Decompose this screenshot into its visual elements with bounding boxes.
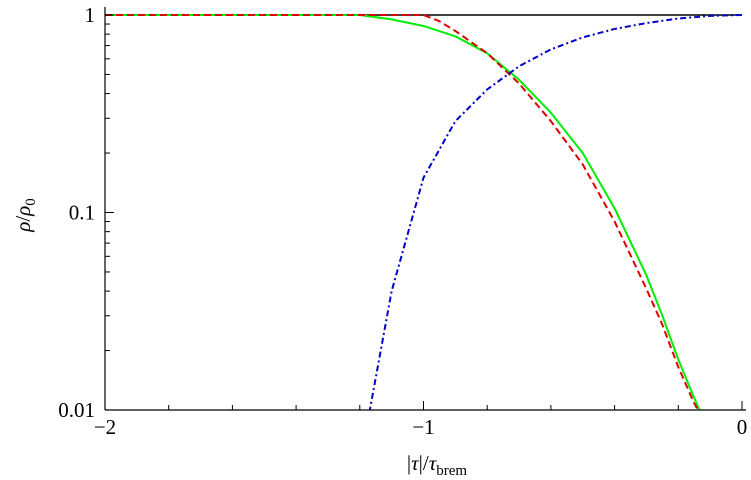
series-line-4 xyxy=(368,14,742,410)
x-axis-label-main2: τ xyxy=(429,451,438,475)
x-tick-label: −1 xyxy=(412,415,434,439)
x-axis-label-sub: brem xyxy=(436,463,467,479)
x-axis-label-mid: |/ xyxy=(419,451,429,475)
x-tick-label: −2 xyxy=(94,415,116,439)
axes xyxy=(104,7,746,411)
y-axis-label-mid: / xyxy=(11,216,35,222)
y-axis-label-sub: 0 xyxy=(23,198,39,206)
plot-lines xyxy=(105,14,742,410)
y-axis-label: ρ/ρ0 xyxy=(11,198,39,233)
x-axis-label: |τ|/τbrem xyxy=(407,451,467,479)
x-axis-label-main: τ xyxy=(411,451,420,475)
y-tick-label: 0.01 xyxy=(58,398,95,422)
y-tick-label: 1 xyxy=(85,3,96,27)
x-axis-label-pre: | xyxy=(407,451,411,475)
y-axis-label-main: ρ xyxy=(11,222,35,233)
y-axis-label-main2: ρ xyxy=(11,206,35,217)
ticks: −2 −1 0 0.01 0.1 1 xyxy=(58,3,747,439)
x-tick-label: 0 xyxy=(737,415,748,439)
series-line-2 xyxy=(105,14,701,410)
series-line-3 xyxy=(105,14,700,410)
y-tick-label: 0.1 xyxy=(69,201,95,225)
